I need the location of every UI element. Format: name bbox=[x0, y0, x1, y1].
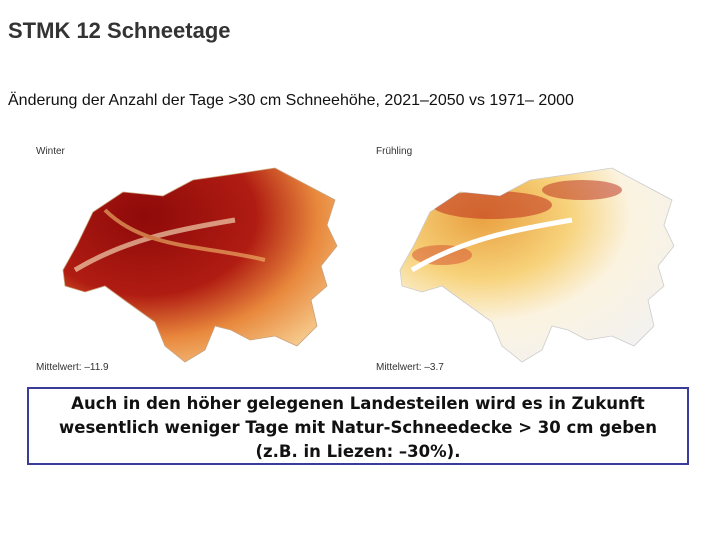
maps: Winter Frühling Mittelwert: –11.9 Mittel… bbox=[36, 146, 675, 373]
winter-map bbox=[62, 167, 338, 363]
caption-box: Auch in den höher gelegenen Landesteilen… bbox=[27, 387, 689, 465]
caption-line: Auch in den höher gelegenen Landesteilen… bbox=[71, 394, 645, 413]
slide-title: STMK 12 Schneetage bbox=[8, 18, 231, 43]
spring-map bbox=[399, 167, 675, 363]
map-mean: Mittelwert: –11.9 bbox=[36, 362, 109, 373]
subtitle: Änderung der Anzahl der Tage >30 cm Schn… bbox=[8, 92, 574, 109]
map-label: Winter bbox=[36, 146, 66, 157]
map-label: Frühling bbox=[376, 146, 412, 157]
caption-line: wesentlich weniger Tage mit Natur-Schnee… bbox=[59, 418, 657, 437]
caption-line: (z.B. in Liezen: –30%). bbox=[255, 442, 461, 461]
map-mean: Mittelwert: –3.7 bbox=[376, 362, 444, 373]
